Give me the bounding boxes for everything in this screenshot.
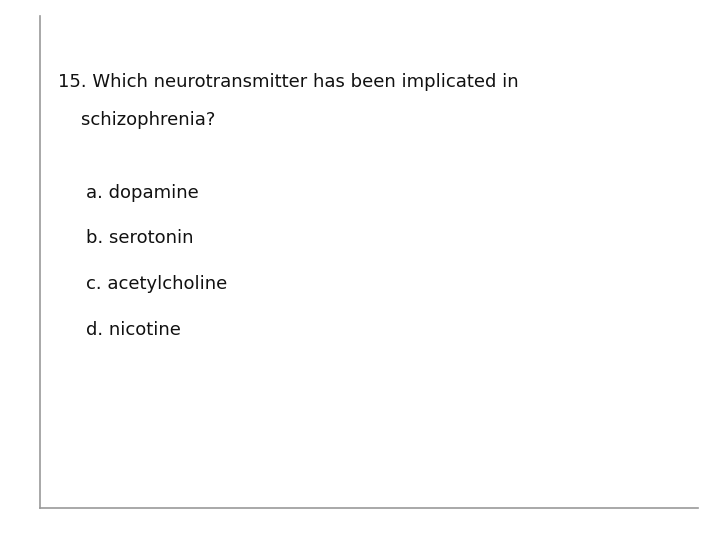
Text: schizophrenia?: schizophrenia? [58,111,215,129]
Text: a. dopamine: a. dopamine [86,184,199,201]
Text: c. acetylcholine: c. acetylcholine [86,275,228,293]
Text: 15. Which neurotransmitter has been implicated in: 15. Which neurotransmitter has been impl… [58,73,518,91]
Text: d. nicotine: d. nicotine [86,321,181,339]
Text: b. serotonin: b. serotonin [86,230,194,247]
